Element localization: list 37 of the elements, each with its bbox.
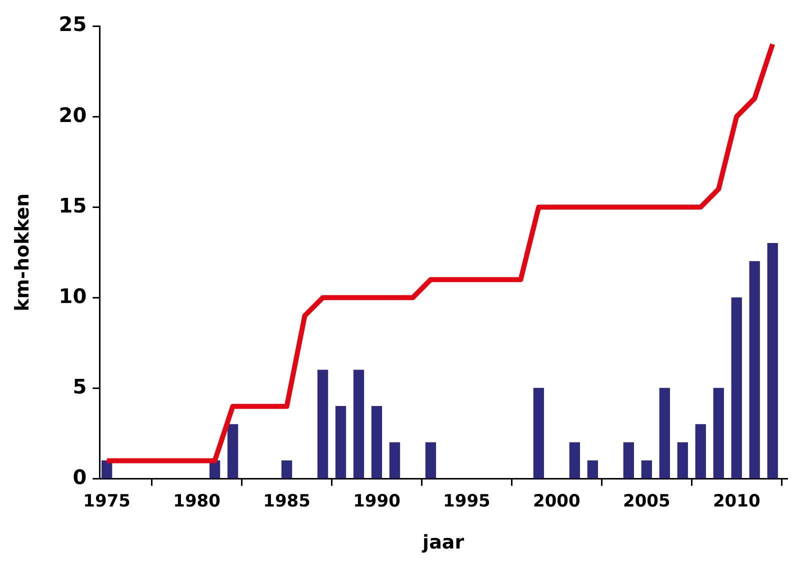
x-tick-label: 1975: [83, 491, 130, 512]
y-tick-label: 0: [72, 465, 87, 490]
x-tick-label: 2005: [622, 491, 670, 512]
bar: [569, 442, 580, 478]
bar: [533, 388, 544, 478]
x-axis-title: jaar: [422, 532, 465, 554]
bar: [767, 243, 778, 478]
bar: [102, 460, 112, 478]
bar: [641, 460, 652, 478]
bar: [659, 388, 670, 478]
x-tick-label: 1990: [353, 491, 401, 512]
y-tick-label: 10: [58, 284, 87, 308]
x-tick-label: 1995: [443, 491, 490, 512]
x-tick-label: 2010: [712, 491, 760, 512]
bar: [425, 442, 436, 478]
bar: [371, 406, 382, 478]
bar: [389, 442, 400, 478]
bar: [353, 370, 364, 478]
y-tick-label: 20: [58, 102, 87, 127]
bar: [749, 261, 760, 478]
x-tick-label: 1980: [173, 491, 221, 512]
y-tick-label: 15: [58, 193, 87, 218]
bar: [623, 442, 634, 478]
x-tick-label: 1985: [263, 491, 310, 512]
y-tick-label: 5: [72, 374, 87, 398]
y-tick-label: 25: [58, 12, 87, 36]
bar: [695, 424, 706, 478]
bar: [335, 406, 346, 478]
bar: [227, 424, 238, 478]
bar: [713, 388, 724, 478]
bar: [731, 297, 742, 478]
bar: [587, 460, 598, 478]
y-axis-title: km-hokken: [11, 193, 34, 312]
bar: [677, 442, 688, 478]
x-tick-label: 2000: [533, 491, 580, 512]
bar: [281, 460, 292, 478]
bar: [317, 370, 328, 478]
